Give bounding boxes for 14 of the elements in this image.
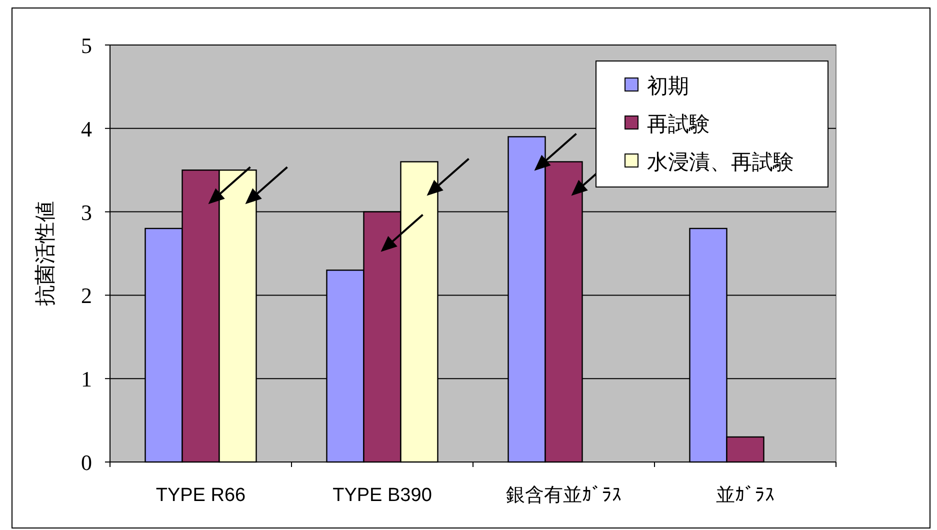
x-tick-label: TYPE R66: [156, 485, 246, 506]
legend-label: 再試験: [647, 113, 710, 136]
y-tick-label: 4: [81, 116, 92, 142]
legend-label: 水浸漬、再試験: [647, 151, 794, 174]
y-tick-label: 0: [81, 450, 92, 475]
legend-label: 初期: [647, 75, 689, 98]
y-tick-label: 3: [81, 200, 92, 225]
y-tick-label: 1: [81, 366, 92, 392]
x-tick-label: 銀含有並ｶﾞﾗｽ: [506, 485, 622, 506]
y-tick-label: 5: [81, 33, 92, 58]
y-tick-label: 2: [81, 283, 92, 308]
x-tick-label: 並ｶﾞﾗｽ: [716, 485, 775, 506]
x-tick-label: TYPE B390: [332, 485, 432, 506]
y-axis-title: 抗菌活性値: [34, 201, 57, 306]
